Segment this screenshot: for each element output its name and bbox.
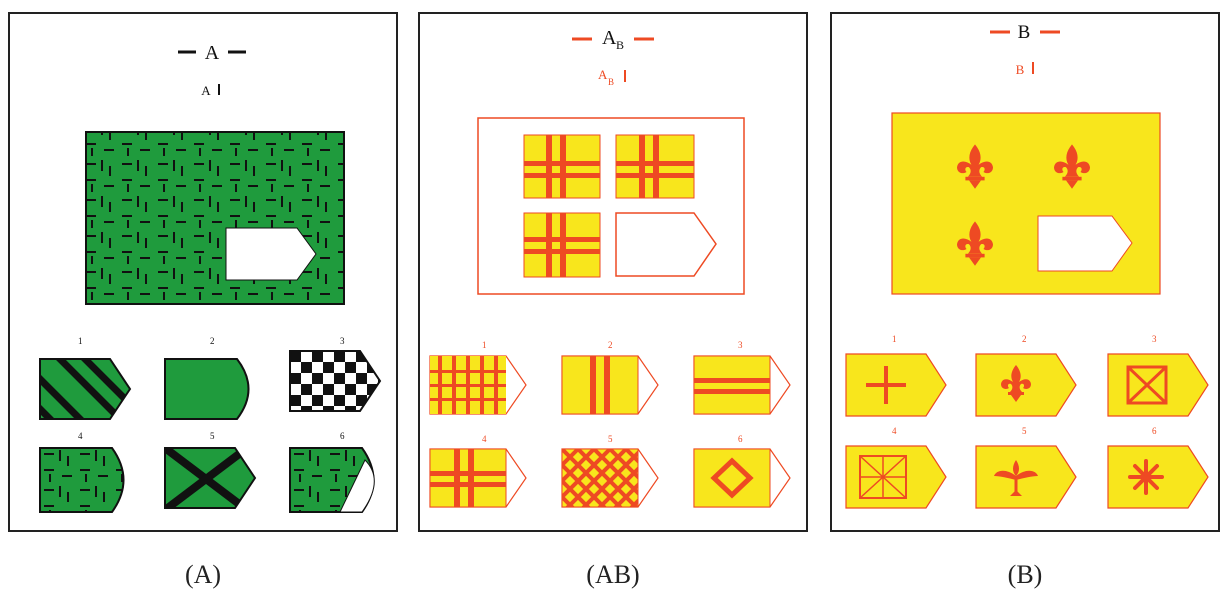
option-1[interactable] (845, 353, 947, 417)
option-5[interactable] (975, 445, 1077, 509)
option-label: 2 (210, 336, 215, 346)
option-2[interactable] (164, 358, 250, 420)
option-label: 1 (482, 340, 487, 350)
caption-b: (B) (1007, 560, 1043, 589)
option-5[interactable] (164, 447, 257, 512)
caption-a: (A) (184, 560, 222, 589)
panel-subtitle: A (598, 67, 608, 82)
panel-a-drawing: A A 1 2 3 4 5 6 (15, 42, 382, 513)
missing-piece (615, 212, 717, 277)
option-3[interactable] (1107, 353, 1209, 417)
panel-subtitle: B (1016, 62, 1025, 77)
option-label: 2 (608, 340, 613, 350)
panel-title-sub: B (616, 38, 624, 52)
option-label: 5 (608, 434, 613, 444)
option-2[interactable] (975, 353, 1077, 417)
option-6[interactable] (1107, 445, 1209, 509)
option-label: 6 (340, 431, 345, 441)
main-pattern (523, 134, 695, 278)
panel-a: A A 1 2 3 4 5 6 (8, 12, 398, 532)
option-1[interactable] (429, 355, 527, 415)
option-3[interactable] (289, 350, 382, 413)
option-label: 6 (738, 434, 743, 444)
option-label: 2 (1022, 334, 1027, 344)
option-label: 4 (78, 431, 83, 441)
option-label: 4 (892, 426, 897, 436)
option-label: 4 (482, 434, 487, 444)
option-2[interactable] (561, 355, 659, 415)
option-5[interactable] (561, 448, 659, 508)
panel-ab-drawing: A B A B 1 2 3 4 5 6 (429, 27, 791, 508)
panel-title: B (1018, 22, 1031, 43)
caption-ab: (AB) (586, 560, 640, 589)
panel-title: A (602, 27, 617, 49)
missing-piece (225, 227, 317, 281)
option-3[interactable] (693, 355, 791, 415)
main-frame (477, 117, 745, 295)
option-4[interactable] (429, 448, 527, 508)
option-6[interactable] (289, 447, 375, 513)
option-label: 1 (78, 336, 83, 346)
option-label: 1 (892, 334, 897, 344)
panel-b: B B 1 2 3 4 5 6 (830, 12, 1220, 532)
option-label: 3 (738, 340, 743, 350)
option-6[interactable] (693, 448, 791, 508)
option-label: 5 (210, 431, 215, 441)
option-4[interactable] (845, 445, 947, 509)
panel-title: A (205, 42, 220, 64)
option-label: 3 (340, 336, 345, 346)
option-label: 6 (1152, 426, 1157, 436)
panel-subtitle: A (201, 83, 211, 98)
main-pattern (85, 131, 345, 305)
option-label: 3 (1152, 334, 1157, 344)
option-label: 5 (1022, 426, 1027, 436)
option-1[interactable] (15, 349, 140, 439)
panel-subtitle-sub: B (608, 77, 614, 87)
panel-b-drawing: B B 1 2 3 4 5 6 (845, 22, 1209, 509)
missing-piece (1037, 215, 1133, 272)
main-pattern (891, 112, 1161, 295)
panel-ab: A B A B 1 2 3 4 5 6 (418, 12, 808, 532)
option-4[interactable] (39, 447, 125, 513)
